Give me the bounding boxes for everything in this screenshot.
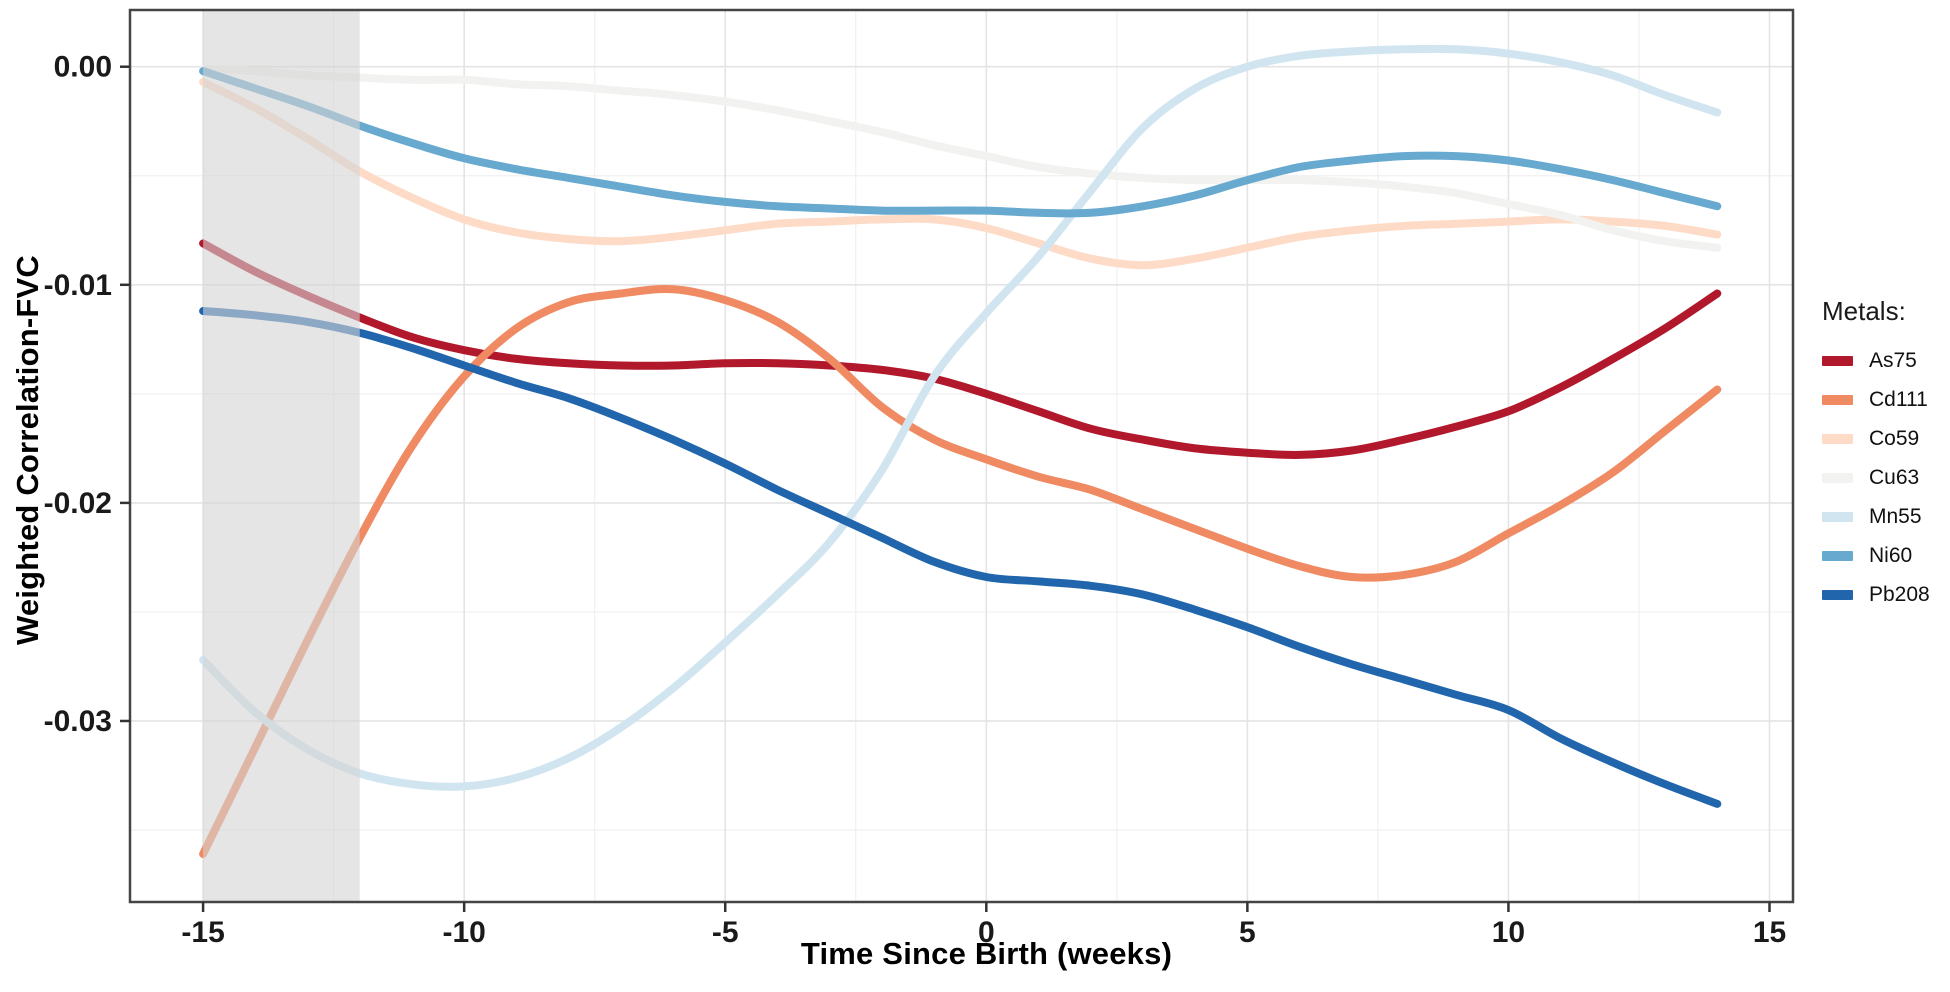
legend-label-cu63: Cu63 xyxy=(1869,465,1920,489)
x-tick-label: -5 xyxy=(712,916,739,949)
x-tick-label: 0 xyxy=(978,916,995,949)
series-line-pb208 xyxy=(199,307,1722,808)
y-tick-label: 0.00 xyxy=(54,51,112,84)
series-line-mn55 xyxy=(199,44,1722,791)
legend-label-ni60: Ni60 xyxy=(1869,543,1913,567)
y-tick-label: -0.03 xyxy=(44,705,112,738)
panel-border xyxy=(128,8,1795,904)
legend-label-pb208: Pb208 xyxy=(1869,582,1930,606)
legend-item-as75: As75 xyxy=(1822,341,1948,380)
x-tick-label: 10 xyxy=(1492,916,1525,949)
y-axis-title: Weighted Correlation-FVC xyxy=(10,254,46,646)
legend-item-mn55: Mn55 xyxy=(1822,497,1948,536)
axis-ticks-and-labels: -15 -10 -5 0 5 10 15 0.00 -0.01 -0.02 -0.03 xyxy=(44,51,1787,949)
y-tick-label: -0.02 xyxy=(44,487,112,520)
legend: Metals: As75 Cd111 Co59 Cu63 Mn55 Ni60 Pb208 xyxy=(1822,296,1948,614)
legend-item-cd111: Cd111 xyxy=(1822,380,1948,419)
x-tick-label: 15 xyxy=(1753,916,1786,949)
series-line-co59 xyxy=(199,78,1722,270)
legend-item-ni60: Ni60 xyxy=(1822,536,1948,575)
legend-item-co59: Co59 xyxy=(1822,419,1948,458)
series-line-as75 xyxy=(199,239,1722,459)
legend-swatch-cu63 xyxy=(1822,472,1853,483)
y-tick-label: -0.01 xyxy=(44,269,112,302)
legend-label-as75: As75 xyxy=(1869,348,1917,372)
legend-title: Metals: xyxy=(1822,296,1906,326)
legend-swatch-cd111 xyxy=(1822,394,1853,405)
legend-items: As75 Cd111 Co59 Cu63 Mn55 Ni60 Pb208 xyxy=(1822,341,1948,614)
legend-swatch-pb208 xyxy=(1822,589,1853,600)
x-tick-label: -10 xyxy=(442,916,485,949)
series-line-cu63 xyxy=(199,64,1722,252)
legend-label-co59: Co59 xyxy=(1869,426,1920,450)
series-lines xyxy=(199,44,1722,858)
x-axis-title: Time Since Birth (weeks) xyxy=(800,936,1173,971)
legend-label-cd111: Cd111 xyxy=(1869,387,1928,411)
legend-item-cu63: Cu63 xyxy=(1822,458,1948,497)
legend-label-mn55: Mn55 xyxy=(1869,504,1922,528)
x-tick-label: 5 xyxy=(1239,916,1256,949)
x-tick-label: -15 xyxy=(181,916,224,949)
legend-swatch-as75 xyxy=(1822,355,1853,366)
shaded-region-pre-birth-window xyxy=(203,11,360,901)
y-axis-title-wrap: Weighted Correlation-FVC xyxy=(0,0,56,900)
legend-item-pb208: Pb208 xyxy=(1822,575,1948,614)
series-line-cd111 xyxy=(199,284,1722,858)
legend-swatch-ni60 xyxy=(1822,550,1853,561)
plot-panel xyxy=(130,10,1793,902)
series-line-ni60 xyxy=(199,67,1722,218)
legend-swatch-co59 xyxy=(1822,433,1853,444)
legend-swatch-mn55 xyxy=(1822,511,1853,522)
